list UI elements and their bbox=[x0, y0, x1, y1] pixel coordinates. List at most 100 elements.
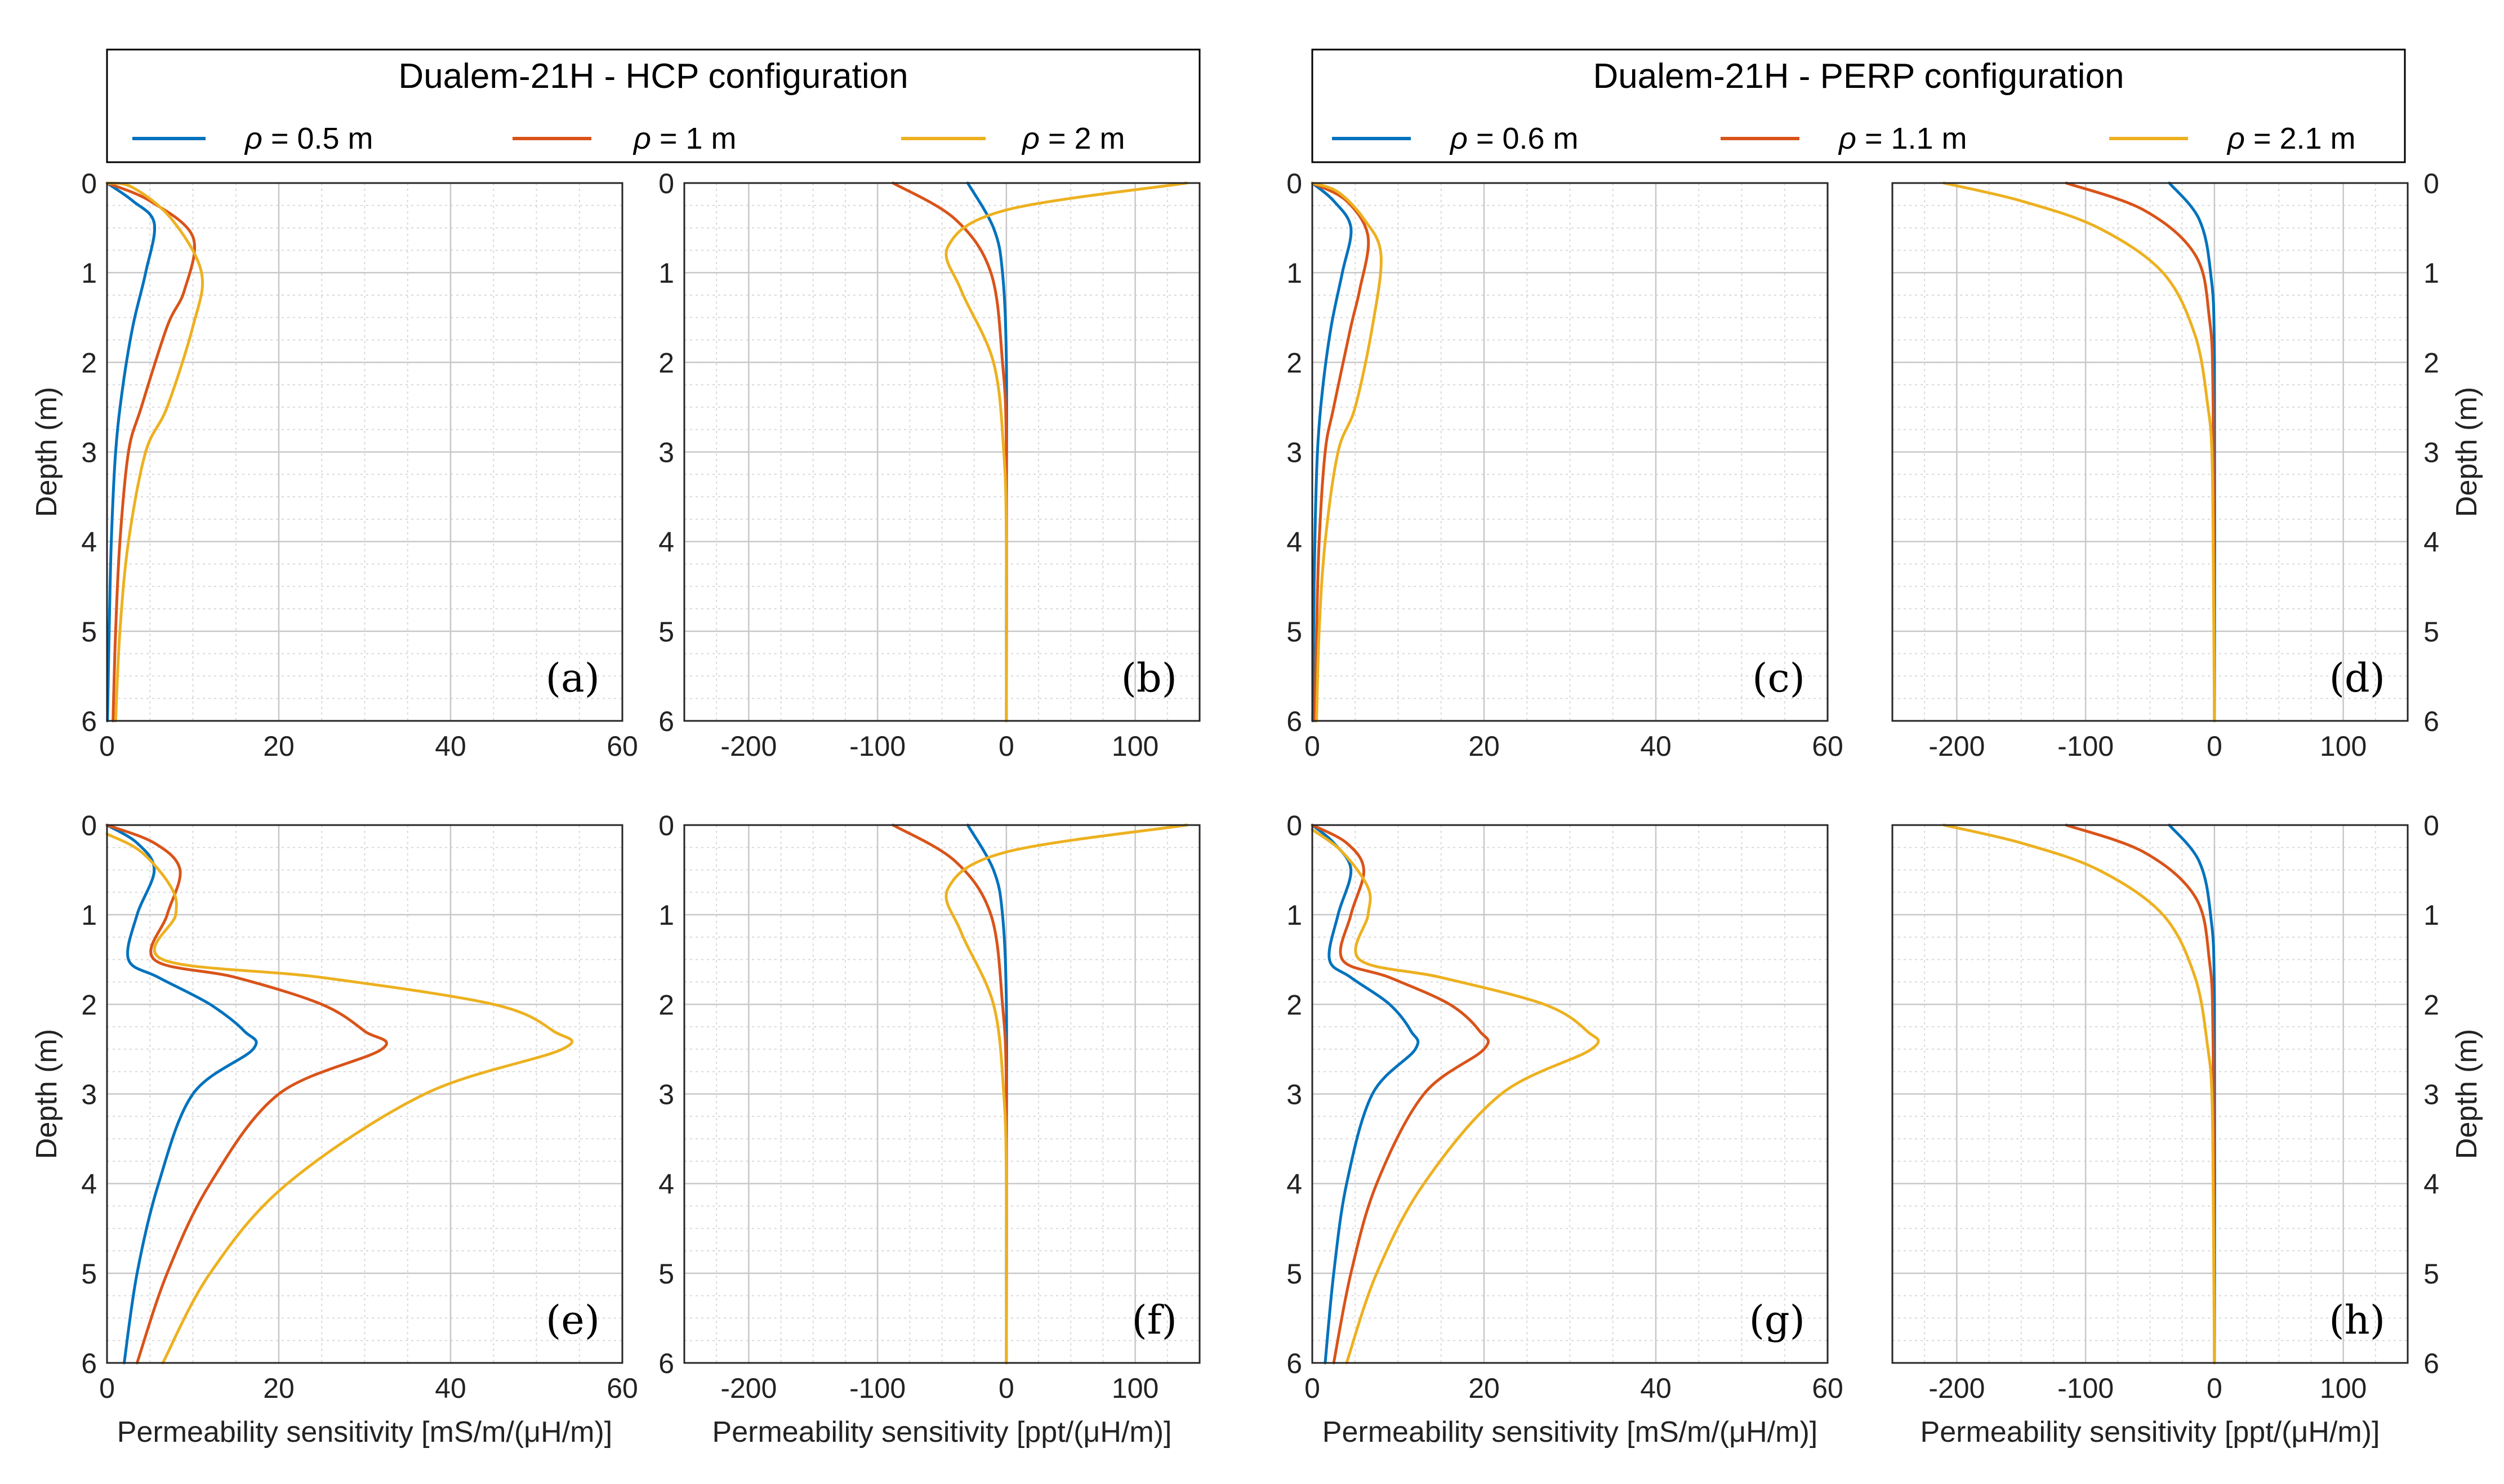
y-tick-label: 0 bbox=[658, 810, 674, 841]
x-tick-label: -100 bbox=[2057, 730, 2114, 762]
y-tick-label: 5 bbox=[81, 616, 97, 648]
y-tick-label: 3 bbox=[81, 1079, 97, 1111]
legend-hcp-label-3: ρ = 2 m bbox=[1021, 122, 1125, 155]
y-tick-label: 2 bbox=[2423, 989, 2439, 1020]
panel-letter: (d) bbox=[2329, 655, 2385, 701]
y-tick-label: 5 bbox=[658, 616, 674, 648]
series-line-1 bbox=[1311, 823, 1420, 1365]
y-tick-label: 6 bbox=[658, 706, 674, 737]
y-tick-label: 2 bbox=[658, 989, 674, 1020]
panel-letter: (a) bbox=[546, 655, 600, 701]
y-tick-label: 5 bbox=[2423, 616, 2439, 648]
legend-hcp-box bbox=[106, 48, 1201, 163]
legend-hcp-symbol-1: ρ bbox=[244, 122, 262, 155]
legend-perp: Dualem-21H - PERP configuration ρ = 0.6 … bbox=[1311, 48, 2406, 163]
x-tick-label: 0 bbox=[999, 1372, 1014, 1404]
y-tick-label: 0 bbox=[1286, 810, 1302, 841]
axes-frame bbox=[1891, 182, 2409, 722]
series-line-3 bbox=[1311, 181, 1383, 723]
legend-perp-entry-1: ρ = 0.6 m bbox=[1332, 122, 1579, 155]
y-tick-label: 6 bbox=[1286, 706, 1302, 737]
y-tick-label: 4 bbox=[81, 1169, 97, 1200]
y-tick-label: 3 bbox=[658, 437, 674, 469]
x-tick-label: 60 bbox=[607, 730, 638, 762]
y-tick-label: 2 bbox=[81, 989, 97, 1020]
x-tick-label: -200 bbox=[720, 1372, 777, 1404]
y-tick-label: 2 bbox=[1286, 989, 1302, 1020]
axes-frame bbox=[1891, 824, 2409, 1364]
y-tick-label: 0 bbox=[81, 810, 97, 841]
axes-frame bbox=[1311, 182, 1829, 722]
legend-perp-label-2: ρ = 1.1 m bbox=[1838, 122, 1967, 155]
y-tick-label: 1 bbox=[2423, 899, 2439, 931]
y-tick-label: 2 bbox=[81, 347, 97, 378]
y-tick-label: 0 bbox=[2423, 168, 2439, 199]
y-axis-label: Depth (m) bbox=[2450, 1029, 2483, 1159]
x-axis-label: Permeability sensitivity [ppt/(μH/m)] bbox=[712, 1416, 1172, 1449]
panel-g: 0 20 40 60 0 1 2 3 4 5 6 (g) Permeability sensitivit… bbox=[1286, 810, 1843, 1449]
panel-f: -200 -100 0 100 0 1 2 3 4 5 6 (f) Permeability sensi… bbox=[658, 810, 1201, 1449]
x-tick-label: 40 bbox=[435, 1372, 466, 1404]
y-tick-label: 5 bbox=[1286, 616, 1302, 648]
y-tick-label: 4 bbox=[1286, 527, 1302, 558]
y-tick-label: 0 bbox=[1286, 168, 1302, 199]
y-tick-label: 1 bbox=[2423, 257, 2439, 289]
legend-hcp: Dualem-21H - HCP configuration ρ = 0.5 m… bbox=[106, 48, 1201, 163]
series-line-1 bbox=[105, 823, 258, 1365]
x-tick-label: 60 bbox=[607, 1372, 638, 1404]
legend-perp-title: Dualem-21H - PERP configuration bbox=[1593, 57, 2124, 96]
y-tick-label: 3 bbox=[2423, 437, 2439, 469]
x-tick-label: 40 bbox=[1640, 730, 1672, 762]
panel-letter: (h) bbox=[2329, 1297, 2385, 1343]
panel-d: -200 -100 0 100 0 1 2 3 4 5 6 (d) Depth (m) bbox=[1891, 168, 2483, 762]
y-tick-label: 4 bbox=[658, 1169, 674, 1200]
x-tick-label: 100 bbox=[2320, 1372, 2367, 1404]
y-axis-label: Depth (m) bbox=[30, 1029, 63, 1159]
y-tick-label: 0 bbox=[658, 168, 674, 199]
x-axis-label: Permeability sensitivity [mS/m/(μH/m)] bbox=[1322, 1416, 1817, 1449]
y-tick-label: 1 bbox=[658, 257, 674, 289]
y-tick-label: 0 bbox=[2423, 810, 2439, 841]
x-tick-label: -100 bbox=[849, 1372, 906, 1404]
y-tick-label: 1 bbox=[658, 899, 674, 931]
legend-hcp-symbol-2: ρ bbox=[632, 122, 651, 155]
series-line-3 bbox=[1942, 823, 2216, 1365]
y-tick-label: 3 bbox=[1286, 437, 1302, 469]
y-tick-label: 1 bbox=[81, 899, 97, 931]
x-axis-label: Permeability sensitivity [ppt/(μH/m)] bbox=[1921, 1416, 2380, 1449]
axes-frame bbox=[106, 182, 623, 722]
series-line-3 bbox=[1942, 181, 2216, 723]
y-tick-label: 1 bbox=[1286, 257, 1302, 289]
legend-hcp-text-2: = 1 m bbox=[660, 122, 737, 155]
series-line-1 bbox=[105, 181, 157, 723]
legend-perp-label-3: ρ = 2.1 m bbox=[2226, 122, 2356, 155]
legend-hcp-text-1: = 0.5 m bbox=[271, 122, 373, 155]
y-tick-label: 6 bbox=[81, 1348, 97, 1379]
y-tick-label: 1 bbox=[1286, 899, 1302, 931]
panel-a: 0 20 40 60 0 1 2 3 4 5 6 (a) Depth (m) bbox=[30, 168, 638, 762]
y-tick-label: 1 bbox=[81, 257, 97, 289]
x-tick-label: 60 bbox=[1812, 730, 1843, 762]
x-tick-label: 100 bbox=[1112, 1372, 1159, 1404]
series-line-3 bbox=[105, 832, 574, 1365]
x-tick-label: -200 bbox=[1928, 1372, 1985, 1404]
legend-hcp-text-3: = 2 m bbox=[1048, 122, 1125, 155]
panel-letter: (c) bbox=[1752, 655, 1805, 701]
legend-perp-box bbox=[1311, 48, 2406, 163]
y-tick-label: 0 bbox=[81, 168, 97, 199]
axes-frame bbox=[1311, 824, 1829, 1364]
x-tick-label: 20 bbox=[1468, 1372, 1500, 1404]
x-tick-label: 100 bbox=[1112, 730, 1159, 762]
series-line-3 bbox=[944, 181, 1188, 723]
panel-b: -200 -100 0 100 0 1 2 3 4 5 6 (b) bbox=[658, 168, 1201, 762]
x-tick-label: 0 bbox=[1304, 730, 1320, 762]
x-tick-label: -100 bbox=[849, 730, 906, 762]
y-tick-label: 4 bbox=[2423, 527, 2439, 558]
legend-perp-label-1: ρ = 0.6 m bbox=[1449, 122, 1579, 155]
x-axis-label: Permeability sensitivity [mS/m/(μH/m)] bbox=[117, 1416, 612, 1449]
series-line-3 bbox=[944, 823, 1188, 1365]
y-tick-label: 4 bbox=[2423, 1169, 2439, 1200]
x-tick-label: 20 bbox=[1468, 730, 1500, 762]
x-tick-label: 0 bbox=[2207, 1372, 2222, 1404]
